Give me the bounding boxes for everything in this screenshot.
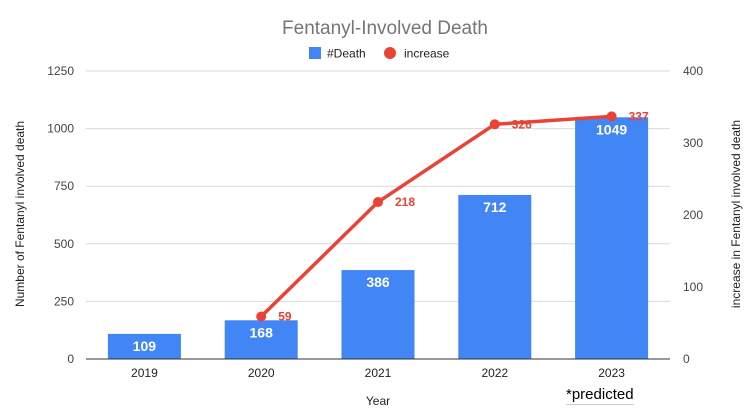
line-value-label: 337 xyxy=(629,109,649,123)
y-axis-label: Number of Fentanyl involved death xyxy=(13,121,27,307)
bar xyxy=(458,194,532,359)
x-tick-label: 2021 xyxy=(365,366,392,380)
bar-series xyxy=(107,117,649,360)
line-point xyxy=(489,119,500,130)
x-tick-label: 2020 xyxy=(248,366,275,380)
y-tick-label: 250 xyxy=(54,294,74,308)
y-tick-label: 0 xyxy=(67,352,74,366)
bar-value-label: 168 xyxy=(250,324,274,340)
y2-tick-label: 100 xyxy=(683,280,703,294)
line-point xyxy=(373,197,383,208)
legend-swatch-death xyxy=(309,47,321,59)
y2-tick-label: 300 xyxy=(683,136,703,150)
legend-label-increase: increase xyxy=(404,47,450,61)
y2-tick-label: 400 xyxy=(683,64,703,78)
y-tick-label: 500 xyxy=(54,237,74,251)
line-point xyxy=(606,111,617,122)
legend: #Death increase xyxy=(309,47,450,61)
line-value-label: 326 xyxy=(512,117,532,131)
line-point xyxy=(256,311,267,322)
bar-value-label: 109 xyxy=(133,338,157,354)
bar-value-label: 386 xyxy=(366,274,390,290)
chart-title: Fentanyl-Involved Death xyxy=(282,18,488,39)
y-tick-label: 1000 xyxy=(47,122,74,136)
predicted-annotation: *predicted xyxy=(566,386,634,405)
line-path xyxy=(259,114,614,319)
x-axis-label: Year xyxy=(366,394,390,408)
x-tick-label: 2022 xyxy=(481,366,508,380)
x-tick-label: 2023 xyxy=(598,366,625,380)
line-value-label: 59 xyxy=(278,310,292,324)
y2-axis-label: increase in Fentanyl involved death xyxy=(729,120,743,308)
line-labels: 59 218 326 337 xyxy=(278,109,649,323)
bar xyxy=(341,270,415,359)
y2-axis-ticks: 0 100 200 300 400 xyxy=(683,64,703,366)
y-axis-ticks: 0 250 500 750 1000 1250 xyxy=(47,64,74,366)
legend-swatch-increase xyxy=(384,47,396,59)
bar xyxy=(224,320,298,359)
y-tick-label: 750 xyxy=(54,179,74,193)
bar xyxy=(107,333,181,359)
bar-value-label: 1049 xyxy=(596,121,627,137)
legend-label-death: #Death xyxy=(327,47,366,61)
gridlines xyxy=(86,70,670,302)
x-tick-label: 2019 xyxy=(131,366,158,380)
y2-tick-label: 200 xyxy=(683,208,703,222)
bar-value-label: 712 xyxy=(483,199,507,215)
bar-labels: 109 168 386 712 1049 xyxy=(133,121,628,354)
bar xyxy=(575,117,649,360)
y-tick-label: 1250 xyxy=(47,64,74,78)
x-axis-ticks: 2019 2020 2021 2022 2023 xyxy=(131,366,625,380)
line-value-label: 218 xyxy=(395,195,415,209)
line-series xyxy=(256,111,617,322)
y2-tick-label: 0 xyxy=(683,352,690,366)
